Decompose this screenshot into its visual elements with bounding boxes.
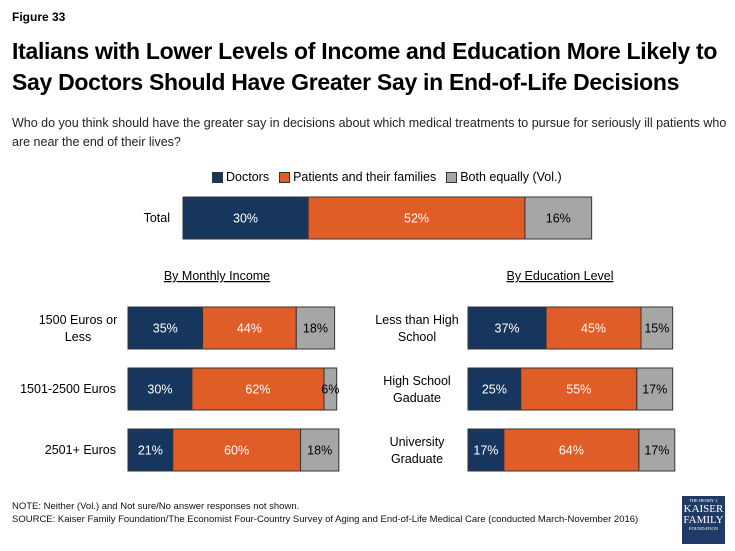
legend-item-both: Both equally (Vol.) bbox=[446, 170, 562, 184]
category-label-line: Less than High bbox=[375, 313, 458, 327]
chart-subtitle: Who do you think should have the greater… bbox=[12, 116, 727, 149]
logo-line: KAISER bbox=[683, 502, 724, 515]
data-label: 37% bbox=[495, 322, 520, 336]
data-label: 15% bbox=[644, 322, 669, 336]
category-label: Total bbox=[144, 211, 170, 225]
data-label: 55% bbox=[566, 383, 591, 397]
bar-segment-doctors bbox=[127, 306, 204, 350]
bar-segment-both bbox=[295, 306, 336, 350]
source-text: SOURCE: Kaiser Family Foundation/The Eco… bbox=[12, 514, 639, 525]
bar-segment-patients bbox=[172, 428, 302, 472]
data-label: 6% bbox=[321, 383, 339, 397]
data-label: 62% bbox=[245, 383, 270, 397]
category-label-line: Graduate bbox=[391, 452, 443, 466]
data-label: 18% bbox=[303, 322, 328, 336]
data-label: 52% bbox=[404, 212, 429, 226]
data-label: 17% bbox=[473, 444, 498, 458]
bar-segment-doctors bbox=[467, 367, 522, 411]
legend-swatch-both bbox=[446, 171, 458, 183]
data-label: 21% bbox=[138, 444, 163, 458]
category-label-line: 1500 Euros or bbox=[39, 313, 118, 327]
legend-label: Doctors bbox=[226, 170, 270, 184]
chart-title: Italians with Lower Levels of Income and… bbox=[12, 38, 718, 95]
category-label: 2501+ Euros bbox=[45, 443, 116, 457]
data-label: 35% bbox=[153, 322, 178, 336]
data-label: 17% bbox=[642, 383, 667, 397]
note-text: NOTE: Neither (Vol.) and Not sure/No ans… bbox=[12, 501, 300, 512]
figure-label: Figure 33 bbox=[12, 10, 66, 24]
logo-line: FAMILY bbox=[683, 513, 724, 526]
bar-segment-both bbox=[636, 367, 674, 411]
data-label: 44% bbox=[237, 322, 262, 336]
legend-swatch-patients bbox=[279, 171, 291, 183]
logo-line: FOUNDATION bbox=[689, 525, 718, 531]
bar-segment-both bbox=[323, 367, 338, 411]
footnote: NOTE: Neither (Vol.) and Not sure/No ans… bbox=[12, 500, 692, 526]
logo-line: THE HENRY J. bbox=[689, 498, 718, 503]
panel-heading-education: By Education Level bbox=[506, 269, 613, 283]
data-label: 30% bbox=[147, 383, 172, 397]
kff-logo: THE HENRY J. KAISER FAMILY FOUNDATION bbox=[682, 496, 725, 544]
data-label: 25% bbox=[482, 383, 507, 397]
bar-segment-doctors bbox=[127, 428, 174, 472]
data-label: 16% bbox=[546, 212, 571, 226]
legend-label: Both equally (Vol.) bbox=[460, 170, 562, 184]
bar-segment-patients bbox=[202, 306, 297, 350]
data-label: 18% bbox=[307, 444, 332, 458]
data-label: 60% bbox=[224, 444, 249, 458]
bar-segment-both bbox=[524, 196, 593, 240]
category-label-line: Less bbox=[65, 330, 91, 344]
bar-segment-both bbox=[640, 306, 674, 350]
panel-heading-income: By Monthly Income bbox=[164, 269, 270, 283]
category-label-line: High School bbox=[383, 374, 450, 388]
data-label: 17% bbox=[644, 444, 669, 458]
category-label-line: School bbox=[398, 330, 436, 344]
data-label: 45% bbox=[581, 322, 606, 336]
legend: Doctors Patients and their families Both… bbox=[212, 170, 562, 184]
category-label-line: Gaduate bbox=[393, 391, 441, 405]
legend-item-doctors: Doctors bbox=[212, 170, 269, 184]
bar-segment-patients bbox=[520, 367, 638, 411]
category-label-line: University bbox=[390, 435, 446, 449]
bar-segment-doctors bbox=[467, 306, 547, 350]
category-label: High School Gaduate bbox=[383, 374, 450, 405]
category-label: 1500 Euros or Less bbox=[39, 313, 118, 344]
bar-segment-both bbox=[300, 428, 340, 472]
bar-segment-both bbox=[638, 428, 676, 472]
category-label: University Graduate bbox=[390, 435, 446, 466]
bar-segment-patients bbox=[503, 428, 640, 472]
bar-segment-doctors bbox=[467, 428, 505, 472]
bar-segment-patients bbox=[545, 306, 642, 350]
category-label: Less than High School bbox=[375, 313, 458, 344]
data-label: 64% bbox=[559, 444, 584, 458]
data-label: 30% bbox=[233, 212, 258, 226]
category-label: 1501-2500 Euros bbox=[20, 382, 116, 396]
legend-label: Patients and their families bbox=[293, 170, 437, 184]
legend-item-patients: Patients and their families bbox=[279, 170, 436, 184]
bar-segment-patients bbox=[191, 367, 325, 411]
legend-swatch-doctors bbox=[212, 171, 223, 183]
